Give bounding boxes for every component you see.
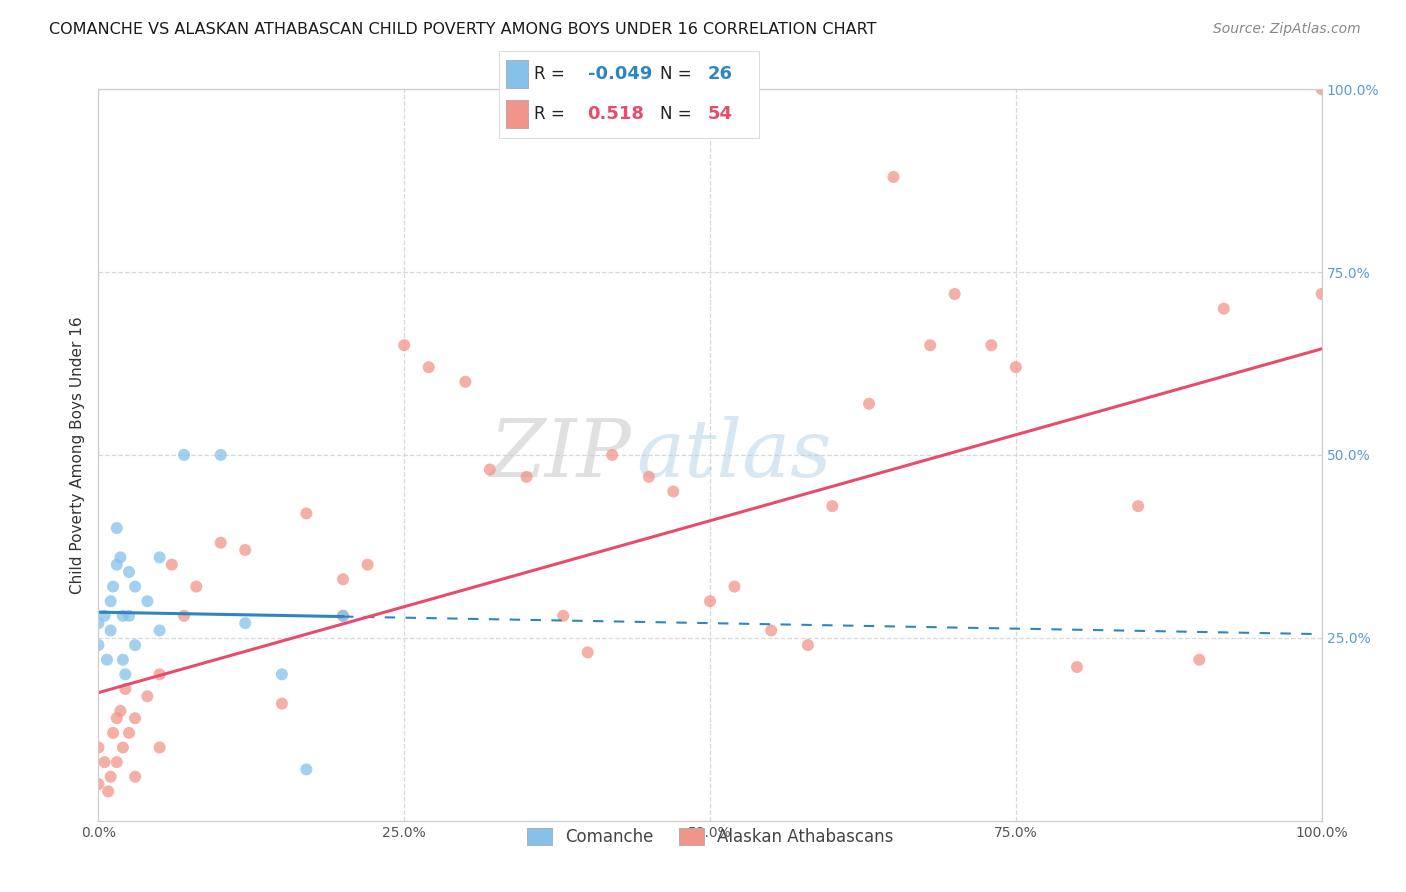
Point: [124, 580, 146, 594]
Point: [124, 770, 146, 784]
Point: [980, 338, 1002, 352]
Point: [110, 550, 132, 565]
Point: [723, 580, 745, 594]
Point: [97, 784, 120, 798]
Point: [101, 580, 124, 594]
Text: atlas: atlas: [637, 417, 832, 493]
Y-axis label: Child Poverty Among Boys Under 16: Child Poverty Among Boys Under 16: [70, 316, 86, 594]
Point: [136, 594, 159, 608]
Point: [270, 667, 294, 681]
Point: [418, 360, 440, 375]
Point: [478, 462, 501, 476]
Point: [101, 726, 124, 740]
Point: [149, 624, 172, 638]
Point: [209, 448, 232, 462]
Point: [111, 608, 134, 623]
Text: R =: R =: [534, 104, 565, 123]
Point: [662, 484, 685, 499]
Point: [110, 704, 132, 718]
Point: [553, 608, 575, 623]
Point: [105, 558, 128, 572]
Text: N =: N =: [661, 65, 692, 84]
Text: R =: R =: [534, 65, 565, 84]
Point: [105, 755, 128, 769]
Text: 0.518: 0.518: [588, 104, 644, 123]
Point: [124, 711, 146, 725]
Point: [797, 638, 820, 652]
Point: [233, 543, 256, 558]
Point: [93, 755, 115, 769]
Point: [87, 616, 110, 631]
Point: [600, 448, 623, 462]
Point: [118, 608, 141, 623]
Point: [118, 565, 141, 579]
Point: [637, 470, 661, 484]
Point: [186, 580, 208, 594]
Point: [105, 711, 128, 725]
Point: [93, 608, 115, 623]
Text: 54: 54: [707, 104, 733, 123]
Point: [576, 645, 599, 659]
Point: [295, 763, 318, 777]
Text: Source: ZipAtlas.com: Source: ZipAtlas.com: [1213, 22, 1361, 37]
Point: [233, 616, 256, 631]
Point: [114, 681, 136, 696]
Point: [87, 638, 110, 652]
Text: ZIP: ZIP: [489, 417, 630, 493]
Legend: Comanche, Alaskan Athabascans: Comanche, Alaskan Athabascans: [520, 821, 900, 853]
Point: [858, 397, 880, 411]
Point: [821, 499, 844, 513]
Point: [149, 667, 172, 681]
Point: [1004, 360, 1026, 375]
Point: [1310, 82, 1333, 96]
Point: [87, 740, 110, 755]
Point: [356, 558, 378, 572]
Point: [1212, 301, 1234, 316]
Point: [100, 624, 122, 638]
Point: [118, 726, 141, 740]
Point: [392, 338, 416, 352]
Point: [105, 521, 128, 535]
Point: [920, 338, 942, 352]
Point: [1188, 653, 1211, 667]
Text: N =: N =: [661, 104, 692, 123]
Point: [515, 470, 537, 484]
Point: [883, 169, 905, 184]
FancyBboxPatch shape: [506, 60, 527, 88]
Point: [160, 558, 183, 572]
Point: [332, 608, 354, 623]
Point: [454, 375, 477, 389]
Point: [149, 740, 172, 755]
Point: [332, 608, 354, 623]
Point: [87, 777, 110, 791]
Point: [699, 594, 721, 608]
FancyBboxPatch shape: [506, 100, 527, 128]
Point: [1066, 660, 1088, 674]
Point: [173, 608, 195, 623]
Point: [1128, 499, 1150, 513]
Point: [111, 740, 134, 755]
Text: 26: 26: [707, 65, 733, 84]
Point: [149, 550, 172, 565]
Point: [100, 594, 122, 608]
Point: [943, 287, 966, 301]
Point: [96, 653, 118, 667]
Text: -0.049: -0.049: [588, 65, 652, 84]
Point: [124, 638, 146, 652]
Point: [209, 535, 232, 549]
Point: [761, 624, 783, 638]
Point: [295, 507, 318, 521]
Point: [270, 697, 294, 711]
Point: [136, 690, 159, 704]
Point: [332, 572, 354, 586]
Point: [100, 770, 122, 784]
Point: [173, 448, 195, 462]
Point: [111, 653, 134, 667]
Text: COMANCHE VS ALASKAN ATHABASCAN CHILD POVERTY AMONG BOYS UNDER 16 CORRELATION CHA: COMANCHE VS ALASKAN ATHABASCAN CHILD POV…: [49, 22, 877, 37]
Point: [114, 667, 136, 681]
Point: [1310, 287, 1333, 301]
